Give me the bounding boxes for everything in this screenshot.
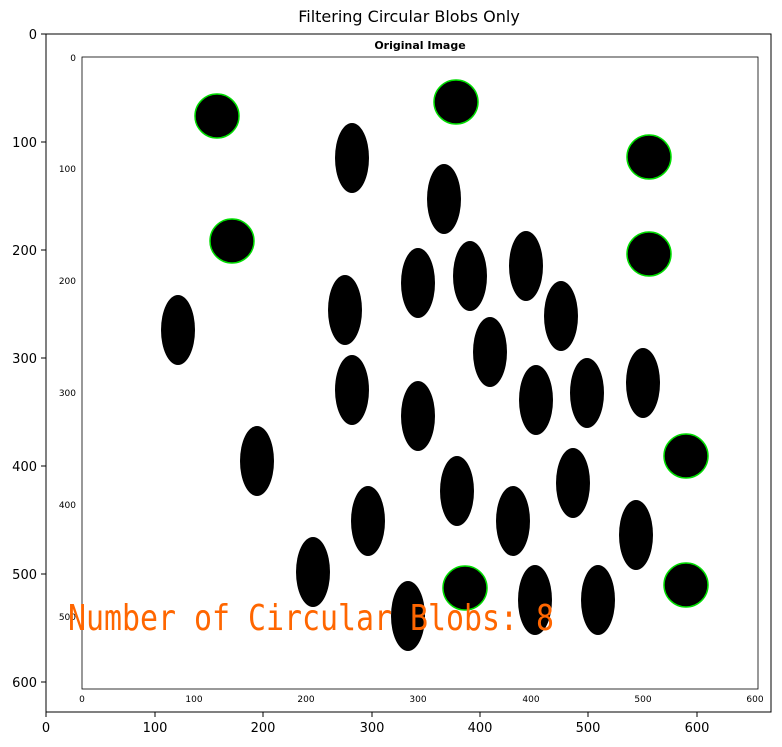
outer-x-ticks: 0 100 200 300 400 500 600 bbox=[42, 712, 710, 736]
x-tick-label: 300 bbox=[360, 721, 385, 736]
elliptical-blob bbox=[161, 295, 195, 365]
elliptical-blob bbox=[401, 248, 435, 318]
elliptical-blob bbox=[328, 275, 362, 345]
elliptical-blob bbox=[351, 486, 385, 556]
circular-blob bbox=[663, 562, 709, 608]
elliptical-blob bbox=[509, 231, 543, 301]
y-tick-label: 400 bbox=[12, 460, 37, 475]
elliptical-blob bbox=[581, 565, 615, 635]
inner-x-tick-label: 400 bbox=[522, 695, 539, 705]
y-tick-label: 100 bbox=[12, 136, 37, 151]
y-tick-label: 0 bbox=[29, 28, 37, 43]
inner-x-tick-label: 100 bbox=[185, 695, 202, 705]
elliptical-blob bbox=[335, 123, 369, 193]
inner-y-tick-label: 300 bbox=[59, 389, 76, 399]
x-tick-label: 500 bbox=[576, 721, 601, 736]
elliptical-blob bbox=[544, 281, 578, 351]
elliptical-blob bbox=[556, 448, 590, 518]
inner-frame bbox=[81, 56, 759, 690]
inner-x-tick-label: 600 bbox=[746, 695, 763, 705]
inner-x-tick-label: 200 bbox=[297, 695, 314, 705]
circular-blob bbox=[663, 433, 709, 479]
image-content: Original Image 0 100 200 300 400 500 600… bbox=[45, 33, 772, 713]
x-tick-label: 400 bbox=[468, 721, 493, 736]
y-tick-label: 500 bbox=[12, 568, 37, 583]
overlay-count-text: Number of Circular Blobs: 8 bbox=[68, 598, 554, 639]
circular-blob bbox=[194, 93, 240, 139]
circular-blob bbox=[442, 565, 488, 611]
elliptical-blob bbox=[453, 241, 487, 311]
inner-x-tick-label: 500 bbox=[634, 695, 651, 705]
elliptical-blob bbox=[496, 486, 530, 556]
elliptical-blob bbox=[427, 164, 461, 234]
circular-blobs bbox=[194, 79, 709, 611]
elliptical-blob bbox=[619, 500, 653, 570]
inner-y-ticks: 0 100 200 300 400 500 bbox=[59, 54, 76, 623]
y-tick-label: 200 bbox=[12, 244, 37, 259]
y-tick-label: 600 bbox=[12, 676, 37, 691]
elliptical-blob bbox=[570, 358, 604, 428]
inner-y-tick-label: 200 bbox=[59, 277, 76, 287]
x-tick-label: 0 bbox=[42, 721, 50, 736]
outer-y-ticks: 0 100 200 300 400 500 600 bbox=[12, 28, 46, 691]
elliptical-blobs bbox=[161, 123, 660, 651]
elliptical-blob bbox=[626, 348, 660, 418]
elliptical-blob bbox=[519, 365, 553, 435]
inner-x-ticks: 0 100 200 300 400 500 600 bbox=[79, 695, 764, 705]
inner-y-tick-label: 500 bbox=[59, 613, 76, 623]
elliptical-blob bbox=[440, 456, 474, 526]
elliptical-blob bbox=[401, 381, 435, 451]
x-tick-label: 200 bbox=[251, 721, 276, 736]
elliptical-blob bbox=[335, 355, 369, 425]
inner-y-tick-label: 400 bbox=[59, 501, 76, 511]
elliptical-blob bbox=[391, 581, 425, 651]
elliptical-blob bbox=[518, 565, 552, 635]
inner-x-tick-label: 300 bbox=[409, 695, 426, 705]
inner-x-tick-label: 0 bbox=[79, 695, 85, 705]
elliptical-blob bbox=[473, 317, 507, 387]
figure-title: Filtering Circular Blobs Only bbox=[298, 7, 520, 26]
inner-title: Original Image bbox=[374, 39, 465, 52]
x-tick-label: 600 bbox=[685, 721, 710, 736]
inner-y-tick-label: 100 bbox=[59, 165, 76, 175]
circular-blob bbox=[209, 218, 255, 264]
circular-blob bbox=[626, 231, 672, 277]
x-tick-label: 100 bbox=[143, 721, 168, 736]
circular-blob bbox=[626, 134, 672, 180]
inner-y-tick-label: 0 bbox=[70, 54, 76, 64]
elliptical-blob bbox=[296, 537, 330, 607]
elliptical-blob bbox=[240, 426, 274, 496]
y-tick-label: 300 bbox=[12, 352, 37, 367]
circular-blob bbox=[433, 79, 479, 125]
